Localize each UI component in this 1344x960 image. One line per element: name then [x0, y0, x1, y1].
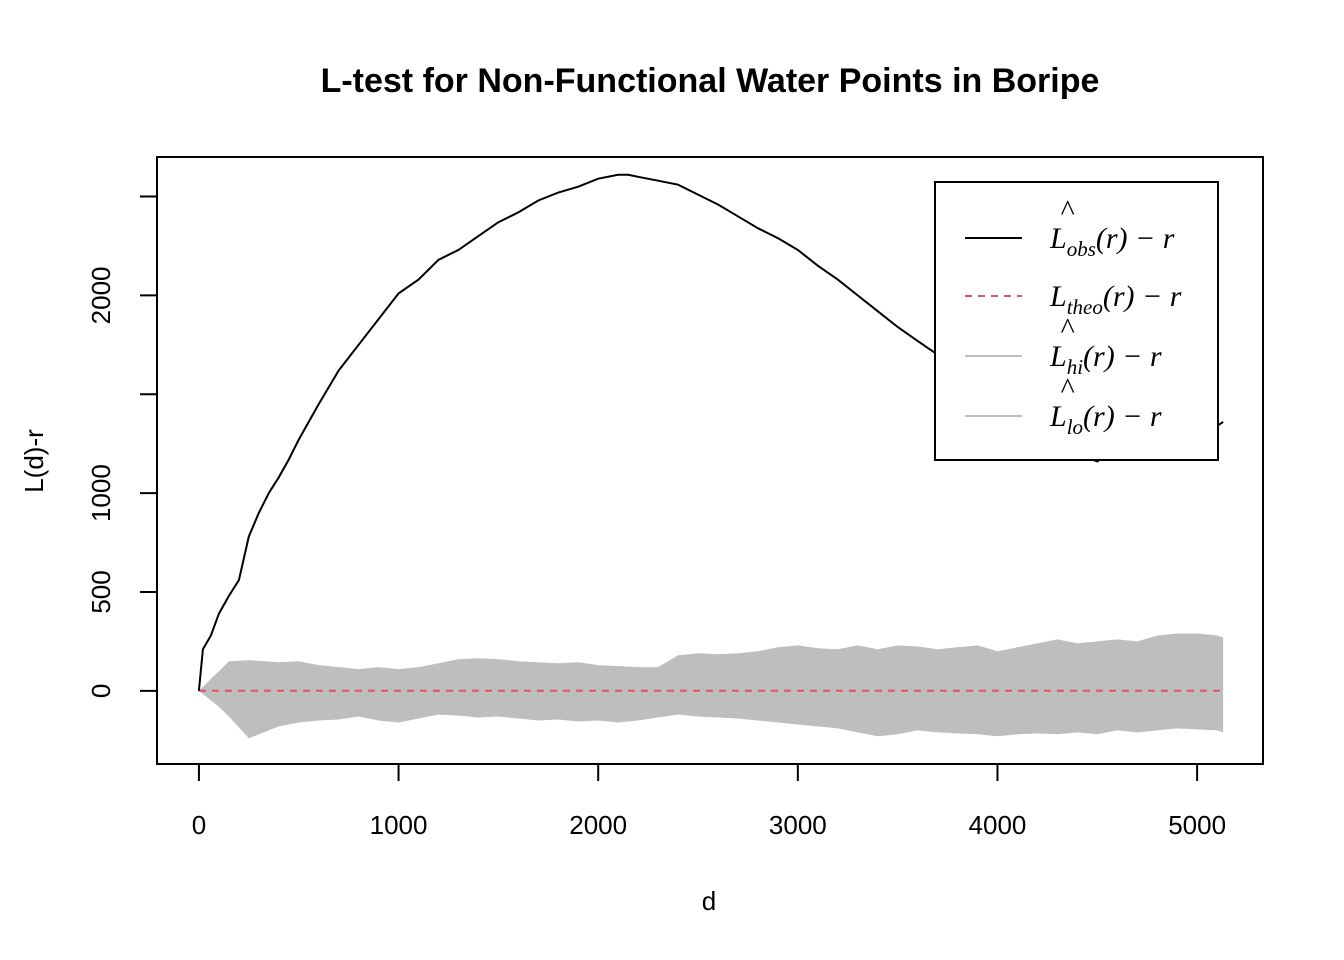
svg-text:Lhi(r) − r: Lhi(r) − r: [1049, 340, 1162, 379]
x-tick-label: 5000: [1168, 810, 1226, 840]
envelope-layer: [198, 633, 1224, 739]
y-tick-label: 500: [86, 570, 116, 613]
x-tick-label: 2000: [569, 810, 627, 840]
envelope-band: [198, 633, 1224, 739]
svg-text:Llo(r) − r: Llo(r) − r: [1049, 400, 1162, 439]
y-tick-label: 1000: [86, 464, 116, 522]
x-axis: 0 1000 2000 3000 4000 5000: [192, 763, 1226, 840]
y-tick-label: 0: [86, 684, 116, 698]
legend-hat-hi: ^: [1060, 312, 1075, 345]
legend-label-hi: ^Lhi(r) − r: [1049, 312, 1162, 379]
legend-hat-lo: ^: [1060, 372, 1075, 405]
x-tick-label: 1000: [370, 810, 428, 840]
legend-label-obs: ^Lobs(r) − r: [1049, 194, 1175, 261]
x-axis-label: d: [702, 886, 716, 916]
legend-hat-obs: ^: [1060, 194, 1075, 227]
svg-text:Ltheo(r) − r: Ltheo(r) − r: [1049, 280, 1182, 319]
y-axis: 0 500 1000 2000: [86, 195, 158, 698]
y-tick-label: 2000: [86, 266, 116, 324]
x-tick-label: 3000: [769, 810, 827, 840]
chart-title: L-test for Non-Functional Water Points i…: [321, 62, 1100, 100]
svg-text:Lobs(r) − r: Lobs(r) − r: [1049, 222, 1175, 261]
legend-label-lo: ^Llo(r) − r: [1049, 372, 1162, 439]
legend-label-theo: Ltheo(r) − r: [1049, 280, 1182, 319]
x-tick-label: 4000: [969, 810, 1027, 840]
y-axis-label: L(d)-r: [19, 429, 49, 493]
legend-box: [934, 181, 1219, 461]
x-tick-label: 0: [192, 810, 206, 840]
